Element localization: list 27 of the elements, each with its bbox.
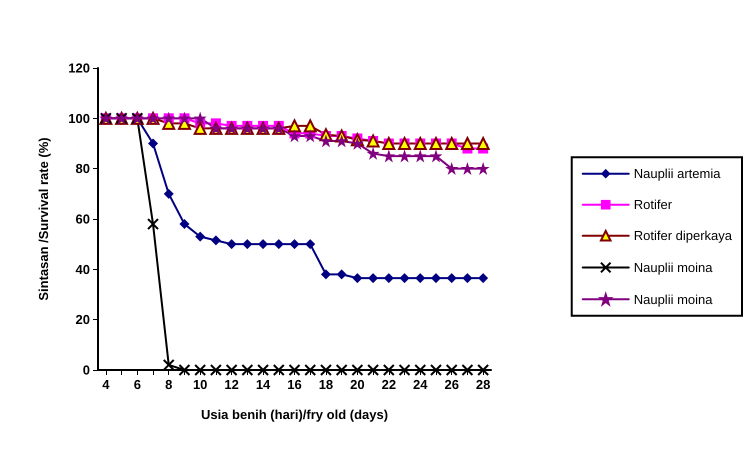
- x-tick-label: 4: [102, 377, 110, 392]
- y-tick-label: 20: [76, 312, 90, 328]
- x-tick-label: 18: [318, 377, 334, 392]
- x-tick-label: 8: [165, 377, 172, 392]
- y-tick-label: 100: [68, 110, 90, 126]
- y-axis-title: Sintasan /Survival rate (%): [36, 137, 51, 301]
- legend-label: Rotifer: [634, 197, 673, 212]
- x-tick-label: 12: [224, 377, 239, 392]
- legend-label: Rotifer diperkaya: [634, 228, 733, 244]
- x-tick-label: 16: [287, 377, 302, 392]
- legend-label: Nauplii moina: [634, 260, 714, 275]
- x-tick-label: 28: [476, 377, 490, 392]
- x-axis-title: Usia benih (hari)/fry old (days): [200, 407, 388, 422]
- y-tick-label: 60: [76, 212, 90, 226]
- x-tick-label: 24: [413, 377, 428, 392]
- y-tick-label: 0: [82, 362, 90, 378]
- y-tick-label: 120: [68, 60, 90, 76]
- x-tick-label: 20: [350, 377, 365, 392]
- x-tick-label: 6: [134, 377, 141, 392]
- y-tick-label: 80: [76, 161, 90, 176]
- y-tick-label: 40: [76, 262, 90, 277]
- x-tick-label: 26: [444, 377, 459, 392]
- x-tick-label: 22: [382, 377, 396, 392]
- x-tick-label: 14: [256, 377, 272, 392]
- legend-label: Nauplii artemia: [634, 166, 722, 182]
- x-tick-label: 10: [192, 377, 208, 392]
- legend-label: Nauplii moina: [634, 292, 714, 307]
